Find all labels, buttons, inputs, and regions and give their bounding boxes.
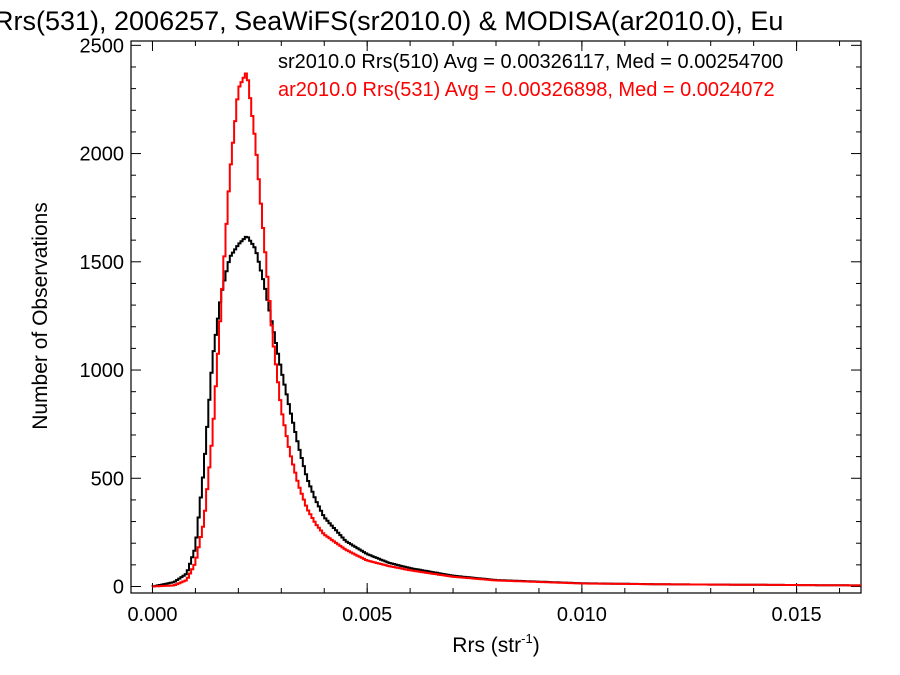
- y-tick-label: 2000: [80, 144, 125, 166]
- x-axis-title-main: Rrs (str: [452, 634, 521, 657]
- y-tick-label: 0: [113, 577, 124, 599]
- y-tick-label: 1500: [80, 252, 125, 274]
- x-tick-label: 0.000: [127, 604, 177, 626]
- plot-frame: [130, 40, 862, 594]
- x-tick-label: 0.005: [342, 604, 392, 626]
- y-axis-title: Number of Observations: [29, 202, 52, 430]
- series-line-red: [152, 72, 861, 588]
- x-tick-label: 0.010: [557, 604, 607, 626]
- axis-ticks: 0.000 0.005 0.010 0.015 0 500 1000 1500 2000 2500: [80, 35, 861, 626]
- y-tick-label: 2500: [80, 35, 125, 57]
- x-axis-title-superscript: -1: [521, 631, 533, 646]
- x-axis-title: Rrs (str-1): [452, 631, 539, 657]
- legend-entry-black: sr2010.0 Rrs(510) Avg = 0.00326117, Med …: [278, 51, 783, 73]
- x-axis-title-end: ): [533, 634, 540, 657]
- series-group: [151, 72, 861, 588]
- x-tick-label: 0.015: [772, 604, 822, 626]
- chart-title: Rrs(531), 2006257, SeaWiFS(sr2010.0) & M…: [0, 6, 783, 36]
- y-tick-label: 500: [91, 468, 124, 490]
- series-line-black: [151, 235, 861, 588]
- legend-entry-red: ar2010.0 Rrs(531) Avg = 0.00326898, Med …: [278, 79, 775, 101]
- y-tick-label: 1000: [80, 360, 125, 382]
